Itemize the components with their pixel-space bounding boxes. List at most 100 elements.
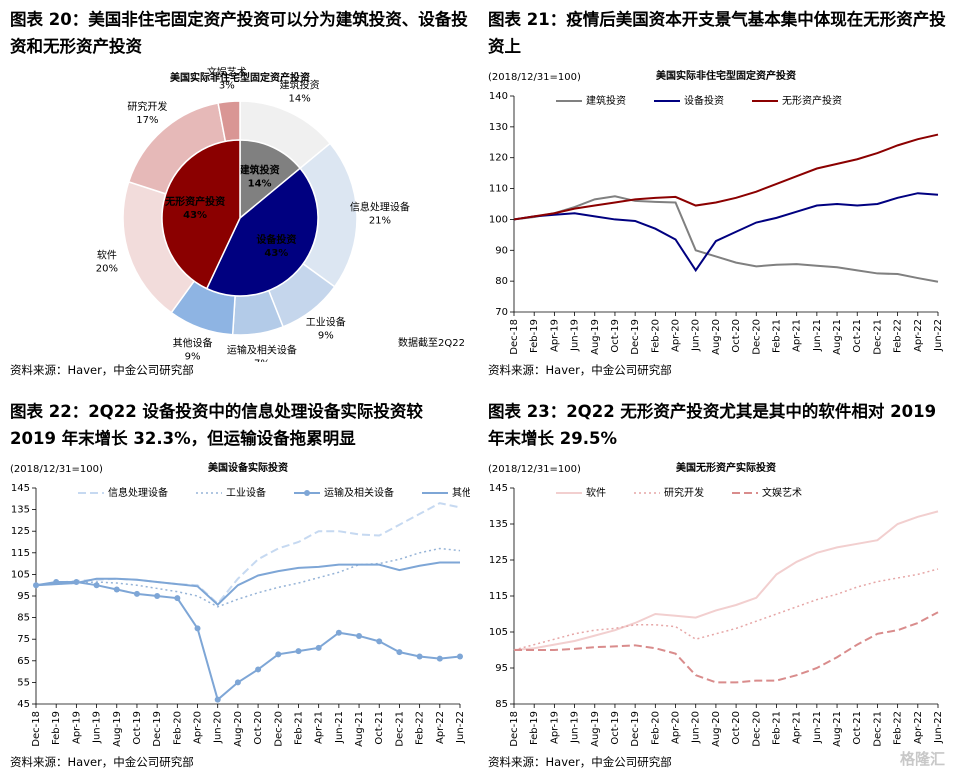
y-tick-label: 75 [17,634,30,645]
legend-label: 信息处理设备 [108,486,168,499]
slice-label: 软件 [97,248,117,261]
panel-heading: 图表 23：2Q22 无形资产投资尤其是其中的软件相对 2019 年末增长 29… [488,402,937,448]
x-tick-label: Aug-19 [590,711,601,747]
y-tick-label: 115 [489,591,508,602]
y-tick-label: 65 [17,656,30,667]
slice-label: 研究开发 [127,100,167,113]
panel-heading: 图表 22：2Q22 设备投资中的信息处理设备实际投资较 2019 年末增长 3… [10,402,423,448]
x-tick-label: Apr-21 [792,319,803,352]
panel: 图表 23：2Q22 无形资产投资尤其是其中的软件相对 2019 年末增长 29… [478,392,955,773]
x-tick-label: Jun-20 [691,319,702,352]
y-tick-label: 95 [17,591,30,602]
y-tick-label: 110 [489,184,508,195]
y-tick-label: 105 [11,569,30,580]
series-line [513,510,939,651]
series-marker [275,651,282,658]
slice-label: 其他设备 [173,337,213,350]
legend-label: 运输及相关设备 [324,486,394,499]
chart-title: 美国实际非住宅型固定资产投资 [656,69,796,82]
x-tick-label: Feb-19 [529,319,540,353]
x-tick-label: Apr-21 [792,711,803,744]
legend-label: 设备投资 [684,94,724,107]
x-tick-label: Jun-19 [92,711,103,744]
x-tick-label: Jun-21 [812,319,823,352]
x-tick-label: Oct-21 [374,711,385,745]
series-marker [295,648,302,655]
slice-label: 建筑投资 [280,78,320,91]
chart-title: 美国无形资产实际投资 [676,461,776,474]
x-tick-label: Aug-21 [832,319,843,355]
x-tick-label: Jun-20 [213,711,224,744]
x-tick-label: Oct-20 [253,711,264,745]
series-marker [376,638,383,645]
x-tick-label: Apr-22 [913,711,924,744]
series-line [513,195,939,283]
series-marker [457,653,463,660]
slice-label: 运输及相关设备 [227,343,297,356]
x-tick-label: Dec-19 [152,711,163,747]
x-tick-label: Feb-20 [172,711,183,745]
unit-label: (2018/12/31=100) [488,464,581,475]
series-line [35,580,461,702]
slice-label: 信息处理设备 [350,201,410,214]
x-tick-label: Dec-19 [630,319,641,355]
series-line [513,568,939,651]
x-tick-label: Apr-20 [671,711,682,744]
y-tick-label: 145 [11,483,30,494]
series-marker [194,625,201,632]
y-tick-label: 145 [489,483,508,494]
x-tick-label: Aug-19 [112,711,123,747]
note: 数据截至2Q22 [398,336,465,349]
x-tick-label: Jun-20 [691,711,702,744]
slice-value: 3% [219,81,235,92]
slice-label: 文娱艺术 [207,66,247,79]
x-tick-label: Apr-21 [314,711,325,744]
x-tick-label: Aug-21 [354,711,365,747]
y-tick-label: 100 [489,214,508,225]
x-tick-label: Apr-20 [671,319,682,352]
x-tick-label: Oct-20 [731,711,742,745]
x-tick-label: Dec-21 [872,319,883,355]
slice-label: 无形资产投资 [164,195,225,208]
x-tick-label: Apr-22 [913,319,924,352]
y-tick-label: 130 [489,122,508,133]
series-marker [356,632,363,639]
source-note: 资料来源：Haver，中金公司研究部 [488,755,672,769]
x-tick-label: Dec-18 [31,711,42,747]
source-note: 资料来源：Haver，中金公司研究部 [10,755,194,769]
x-tick-label: Dec-20 [273,711,284,747]
x-tick-label: Apr-19 [549,711,560,744]
x-tick-label: Feb-22 [893,711,904,745]
series-line [513,192,939,273]
x-tick-label: Jun-22 [933,319,944,352]
x-tick-label: Jun-22 [455,711,466,744]
y-tick-label: 140 [489,91,508,102]
series-marker [133,590,140,597]
chart-title: 美国设备实际投资 [208,461,288,474]
x-tick-label: Apr-19 [71,711,82,744]
series-marker [416,653,423,660]
series-marker [154,593,161,599]
legend-marker [304,490,310,496]
series-line [35,561,460,607]
panel: 图表 21：疫情后美国资本开支景气基本集中体现在无形资产投资上 美国实际非住宅型固… [478,0,955,381]
chart: 美国设备实际投资 (2018/12/31=100) 45 55 65 75 85 95 105 1… [10,461,470,747]
legend-label: 建筑投资 [586,94,626,107]
x-tick-label: Aug-19 [590,319,601,355]
series-line [514,611,939,684]
x-tick-label: Jun-22 [933,711,944,744]
x-tick-label: Feb-19 [51,711,62,745]
series-marker [335,629,342,636]
slice-value: 14% [248,178,272,189]
slice-value: 14% [288,93,310,104]
slice-label: 设备投资 [256,233,296,246]
chart-title: 美国实际非住宅型固定资产投资 [170,71,310,84]
legend-label: 研究开发 [664,486,704,499]
y-tick-label: 120 [489,153,508,164]
slice-label: 建筑投资 [239,163,280,176]
y-tick-label: 85 [17,613,30,624]
pie-slice [205,167,319,297]
x-tick-label: Oct-19 [610,319,621,353]
slice-value: 9% [318,331,334,342]
slice-value: 9% [185,352,201,362]
